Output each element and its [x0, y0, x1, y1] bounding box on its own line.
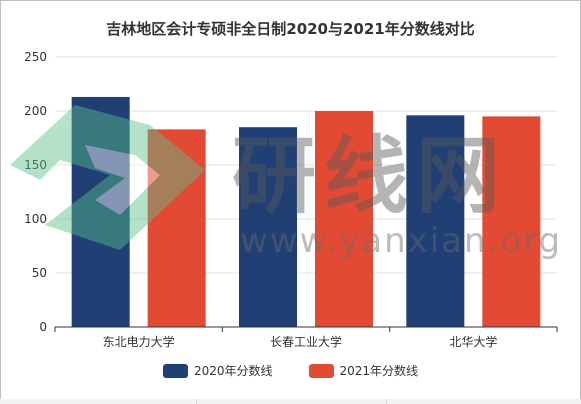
bar-2021[interactable]	[315, 111, 373, 327]
bar-2020[interactable]	[406, 115, 465, 327]
legend-item-2020[interactable]: 2020年分数线	[162, 362, 273, 379]
y-tick-label: 150	[24, 158, 47, 172]
y-axis: 0 50 100 150 200 250	[24, 50, 47, 334]
x-tick-label: 东北电力大学	[103, 334, 175, 349]
bottom-strip	[0, 399, 581, 404]
strip-divider	[386, 399, 387, 404]
bar-2020[interactable]	[239, 127, 297, 327]
x-axis-ticks: 东北电力大学 长春工业大学 北华大学	[54, 327, 558, 349]
legend-item-2021[interactable]: 2021年分数线	[308, 362, 419, 379]
watermark-cn: 研线网	[232, 127, 508, 225]
legend-swatch-2021	[308, 363, 334, 378]
gridlines	[55, 56, 557, 328]
legend-label-2021: 2021年分数线	[339, 364, 419, 378]
x-tick-label: 长春工业大学	[270, 334, 342, 349]
watermark-logo-stroke	[10, 105, 205, 250]
strip-divider	[196, 399, 197, 404]
legend-swatch-2020	[162, 363, 188, 378]
bar-2021[interactable]	[482, 116, 541, 328]
watermark-logo-stroke	[85, 145, 160, 215]
y-tick-label: 250	[24, 50, 47, 64]
legend: 2020年分数线 2021年分数线	[0, 362, 581, 379]
bar-2020[interactable]	[71, 96, 130, 328]
watermark-logo	[10, 105, 205, 250]
y-tick-label: 0	[39, 320, 47, 334]
y-tick-label: 100	[24, 212, 47, 226]
watermark: 研线网 www.yanxian.org	[10, 105, 562, 261]
y-tick-label: 50	[32, 266, 47, 280]
x-tick-label: 北华大学	[449, 334, 497, 349]
bar-2021[interactable]	[147, 129, 206, 327]
watermark-en: www.yanxian.org	[240, 221, 562, 261]
y-tick-label: 200	[24, 104, 47, 118]
bars	[71, 96, 541, 328]
chart-title: 吉林地区会计专硕非全日制2020与2021年分数线对比	[106, 20, 475, 38]
legend-label-2020: 2020年分数线	[193, 364, 273, 378]
